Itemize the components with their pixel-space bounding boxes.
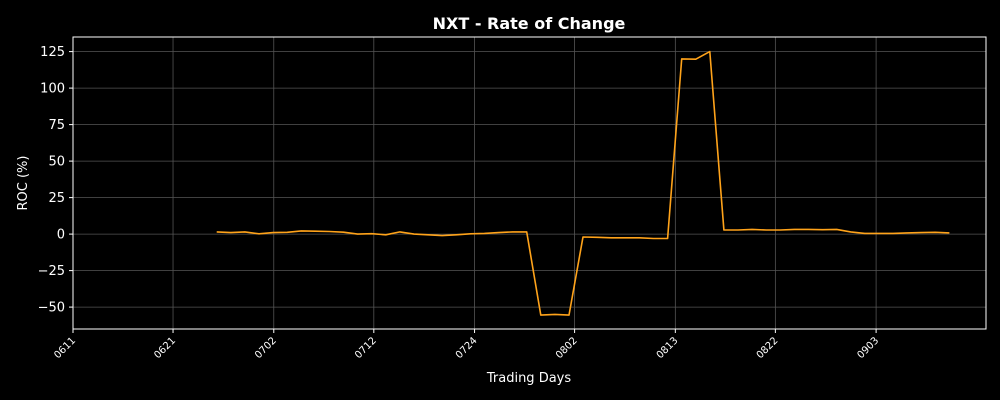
roc-series-line (216, 50, 950, 316)
y-tick-label: −25 (38, 264, 65, 279)
chart-title: NXT - Rate of Change (433, 14, 626, 33)
x-axis-label: Trading Days (486, 371, 571, 386)
y-axis-label: ROC (%) (16, 156, 31, 211)
y-tick-label: 0 (57, 228, 65, 243)
y-tick-label: −50 (38, 301, 65, 316)
y-tick-label: 50 (48, 155, 65, 170)
y-tick-label: 125 (40, 45, 65, 60)
y-tick-label: 25 (48, 191, 65, 206)
y-tick-label: 100 (40, 82, 65, 97)
plot-frame (72, 36, 987, 330)
y-tick-label: 75 (48, 118, 65, 133)
